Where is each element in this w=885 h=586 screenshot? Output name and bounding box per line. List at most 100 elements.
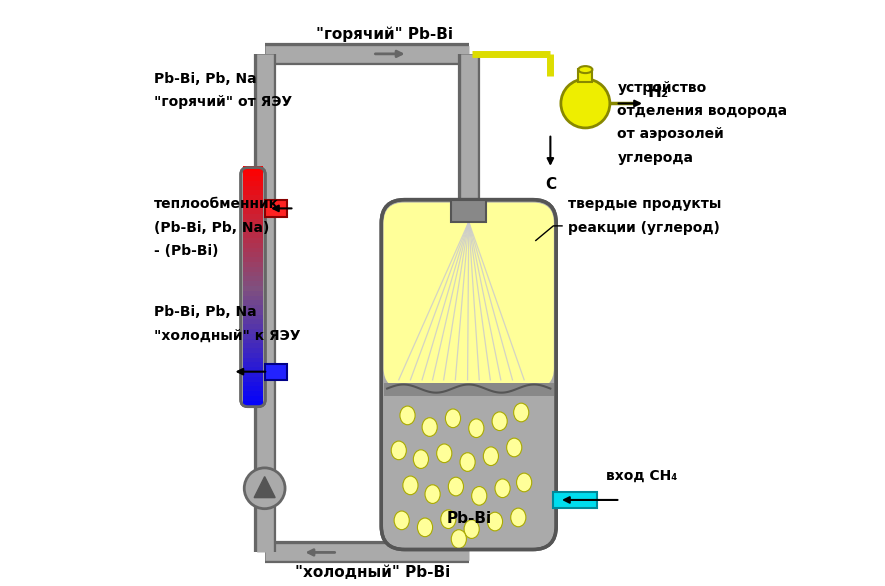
Bar <box>243 339 263 345</box>
Ellipse shape <box>513 403 529 422</box>
Ellipse shape <box>579 66 592 73</box>
Ellipse shape <box>472 486 487 505</box>
Bar <box>266 363 288 380</box>
Bar <box>243 233 263 239</box>
Bar <box>243 363 263 369</box>
Bar <box>243 305 263 311</box>
Bar <box>243 295 263 301</box>
Ellipse shape <box>413 450 428 468</box>
Bar <box>243 209 263 216</box>
Bar <box>243 281 263 287</box>
Text: углерода: углерода <box>618 151 694 165</box>
Bar <box>243 396 263 402</box>
Text: "холодный" к ЯЭУ: "холодный" к ЯЭУ <box>154 329 301 342</box>
Bar <box>243 343 263 349</box>
Bar <box>243 238 263 244</box>
Bar <box>243 401 263 407</box>
Bar <box>243 391 263 397</box>
Circle shape <box>244 468 285 509</box>
Bar <box>243 262 263 268</box>
Ellipse shape <box>492 412 507 431</box>
Bar <box>243 271 263 278</box>
Polygon shape <box>254 476 275 498</box>
Bar <box>243 248 263 254</box>
Bar <box>243 243 263 249</box>
Text: от аэрозолей: от аэрозолей <box>618 127 724 141</box>
Bar <box>243 334 263 340</box>
Bar <box>243 186 263 192</box>
Text: твердые продукты: твердые продукты <box>568 197 721 212</box>
Bar <box>243 224 263 230</box>
Text: "холодный" Pb-Bi: "холодный" Pb-Bi <box>295 565 450 580</box>
Bar <box>243 166 263 172</box>
Bar <box>243 267 263 272</box>
Bar <box>243 324 263 330</box>
Bar <box>243 205 263 210</box>
FancyBboxPatch shape <box>241 168 266 407</box>
Circle shape <box>561 79 610 128</box>
Text: отделения водорода: отделения водорода <box>618 104 788 118</box>
Ellipse shape <box>488 512 503 531</box>
Bar <box>243 176 263 182</box>
Ellipse shape <box>418 518 433 537</box>
Bar <box>243 200 263 206</box>
Ellipse shape <box>391 441 406 459</box>
Ellipse shape <box>483 447 498 465</box>
Text: Pb-Bi, Pb, Na: Pb-Bi, Pb, Na <box>154 72 257 86</box>
FancyBboxPatch shape <box>381 200 556 550</box>
Bar <box>266 200 288 217</box>
Text: Pb-Bi: Pb-Bi <box>446 511 491 526</box>
Bar <box>243 357 263 364</box>
Ellipse shape <box>441 510 456 529</box>
Bar <box>243 214 263 220</box>
Bar <box>243 219 263 225</box>
Bar <box>243 329 263 335</box>
Bar <box>243 319 263 325</box>
Ellipse shape <box>451 530 466 548</box>
Text: C: C <box>545 178 556 192</box>
Bar <box>243 277 263 282</box>
Text: H₂: H₂ <box>648 83 669 101</box>
Bar <box>243 300 263 306</box>
Bar <box>243 377 263 383</box>
Text: Pb-Bi, Pb, Na: Pb-Bi, Pb, Na <box>154 305 257 319</box>
Text: "горячий" от ЯЭУ: "горячий" от ЯЭУ <box>154 96 292 109</box>
Bar <box>243 171 263 177</box>
Bar <box>243 372 263 378</box>
Ellipse shape <box>464 520 480 539</box>
Bar <box>243 229 263 234</box>
Bar <box>243 348 263 354</box>
Text: теплообменник: теплообменник <box>154 197 279 212</box>
Bar <box>243 257 263 263</box>
Text: устройство: устройство <box>618 81 707 95</box>
Bar <box>243 253 263 258</box>
Ellipse shape <box>517 473 532 492</box>
Bar <box>243 367 263 373</box>
Bar <box>243 291 263 297</box>
Ellipse shape <box>400 406 415 425</box>
Ellipse shape <box>460 453 475 471</box>
Ellipse shape <box>425 485 440 503</box>
Bar <box>243 180 263 187</box>
Bar <box>383 383 554 396</box>
Ellipse shape <box>511 508 526 527</box>
Bar <box>243 353 263 359</box>
Ellipse shape <box>449 477 464 496</box>
Bar <box>243 195 263 201</box>
Text: "горячий" Pb-Bi: "горячий" Pb-Bi <box>316 27 453 42</box>
Bar <box>243 286 263 292</box>
Ellipse shape <box>436 444 452 462</box>
Bar <box>579 69 592 82</box>
Bar <box>451 200 486 222</box>
Bar <box>243 310 263 316</box>
Text: реакции (углерод): реакции (углерод) <box>568 221 720 234</box>
Ellipse shape <box>506 438 522 457</box>
Ellipse shape <box>469 419 484 438</box>
Ellipse shape <box>394 511 409 530</box>
Ellipse shape <box>445 409 460 428</box>
Bar <box>243 315 263 321</box>
Text: вход CH₄: вход CH₄ <box>605 468 677 482</box>
Text: (Pb-Bi, Pb, Na): (Pb-Bi, Pb, Na) <box>154 221 269 234</box>
Text: - (Pb-Bi): - (Pb-Bi) <box>154 244 219 258</box>
Bar <box>243 190 263 196</box>
